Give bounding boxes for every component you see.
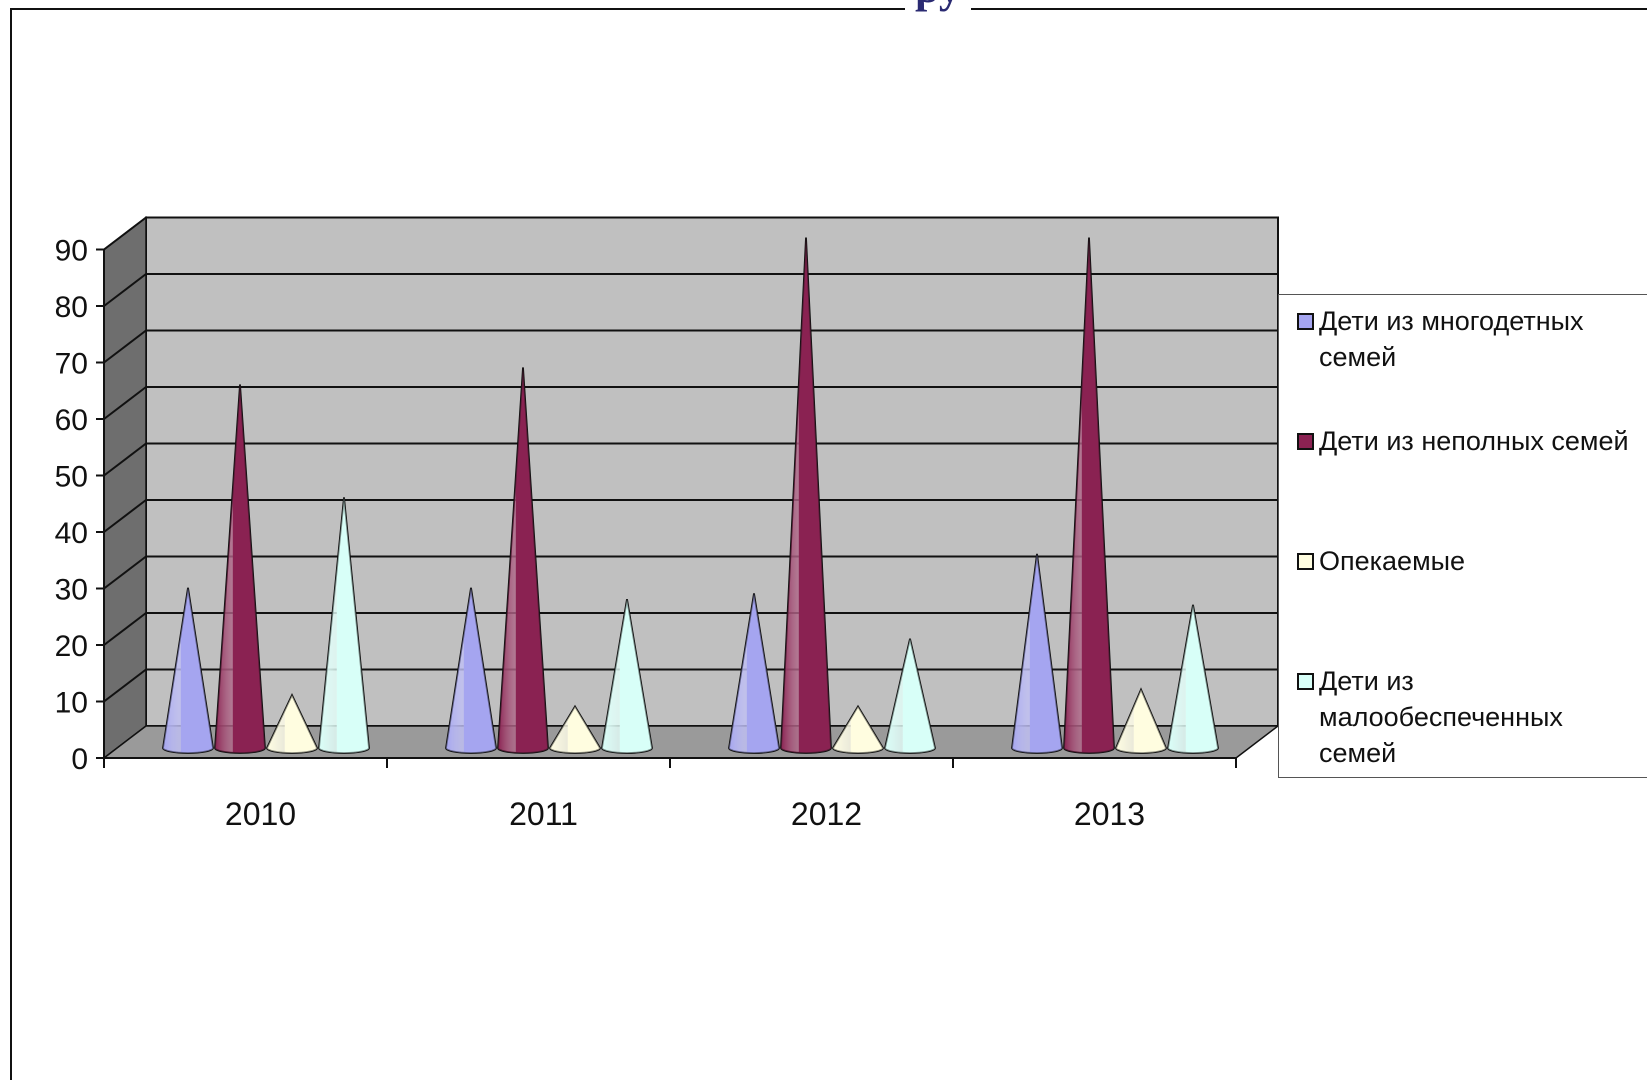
x-tick-label: 2013 xyxy=(1074,796,1145,832)
legend-swatch xyxy=(1297,433,1314,450)
legend-label: Дети из малообеспеченных семей xyxy=(1319,666,1563,768)
cone-shade xyxy=(446,587,496,753)
cone xyxy=(549,704,601,754)
x-axis: 2010 2011 2012 2013 xyxy=(103,757,1237,832)
legend-swatch xyxy=(1297,553,1314,570)
y-tick-label: 40 xyxy=(55,517,88,550)
x-tick-label: 2012 xyxy=(791,796,862,832)
legend-label: Дети из многодетных семей xyxy=(1319,306,1584,372)
legend-item: Дети из неполных семей xyxy=(1297,423,1637,459)
gridline xyxy=(103,273,147,307)
y-axis: 0 10 20 30 40 50 60 70 80 90 xyxy=(55,235,105,776)
gridline xyxy=(103,555,147,590)
cone xyxy=(497,367,549,754)
y-tick-label: 30 xyxy=(55,574,88,607)
cone-shade xyxy=(1064,237,1114,753)
gridline xyxy=(103,442,147,477)
cone xyxy=(601,598,653,754)
cone-shade xyxy=(163,587,213,753)
cone xyxy=(266,693,318,754)
cone-shade xyxy=(550,706,600,753)
cone-shade xyxy=(267,695,317,753)
side-wall xyxy=(103,215,147,760)
cone-shade xyxy=(498,367,548,753)
y-tick-label: 60 xyxy=(55,404,88,437)
cone-shade xyxy=(215,384,265,753)
cone xyxy=(1063,237,1115,754)
y-tick-label: 50 xyxy=(55,461,88,494)
x-tick-label: 2011 xyxy=(509,796,578,832)
gridline xyxy=(103,386,147,420)
cone xyxy=(728,593,780,754)
cone-shade xyxy=(781,237,831,753)
y-tick-label: 70 xyxy=(55,348,88,381)
legend: Дети из многодетных семей Дети из неполн… xyxy=(1278,294,1647,778)
chart-walls xyxy=(101,215,1281,760)
cone xyxy=(445,587,497,754)
gridline xyxy=(103,612,147,646)
x-tick-label: 2010 xyxy=(225,796,296,832)
cone xyxy=(1115,687,1167,754)
cone-shade xyxy=(1116,689,1166,753)
cones xyxy=(162,237,1219,754)
gridline xyxy=(103,668,147,703)
y-tick-label: 20 xyxy=(55,630,88,663)
legend-item: Дети из многодетных семей xyxy=(1297,303,1637,375)
cone xyxy=(780,237,832,754)
y-tick-label: 80 xyxy=(55,291,88,324)
y-tick-label: 10 xyxy=(55,687,88,720)
cone xyxy=(162,587,214,754)
chart-frame xyxy=(10,8,1647,1080)
legend-item: Дети из малообеспеченных семей xyxy=(1297,663,1637,771)
legend-swatch xyxy=(1297,673,1314,690)
cone-shade xyxy=(833,706,883,753)
legend-label: Дети из неполных семей xyxy=(1319,426,1629,456)
cone xyxy=(318,497,370,754)
cone-shade xyxy=(885,638,935,753)
cone-shade xyxy=(602,599,652,753)
legend-item: Опекаемые xyxy=(1297,543,1637,579)
slide-title-fragment: ру xyxy=(905,0,971,10)
cone-shade xyxy=(1168,604,1218,753)
gridline xyxy=(103,329,147,364)
cone xyxy=(1011,553,1063,754)
cone xyxy=(884,638,936,754)
gridline xyxy=(103,216,147,251)
cone-shade xyxy=(1012,553,1062,753)
cone xyxy=(1167,604,1219,754)
gridline xyxy=(103,499,147,533)
cone xyxy=(832,704,884,754)
cone xyxy=(214,384,266,754)
cone-shade xyxy=(729,593,779,753)
legend-swatch xyxy=(1297,313,1314,330)
cone-shade xyxy=(319,497,369,753)
y-tick-label: 0 xyxy=(71,743,88,776)
y-tick-label: 90 xyxy=(55,235,88,268)
legend-label: Опекаемые xyxy=(1319,546,1466,576)
